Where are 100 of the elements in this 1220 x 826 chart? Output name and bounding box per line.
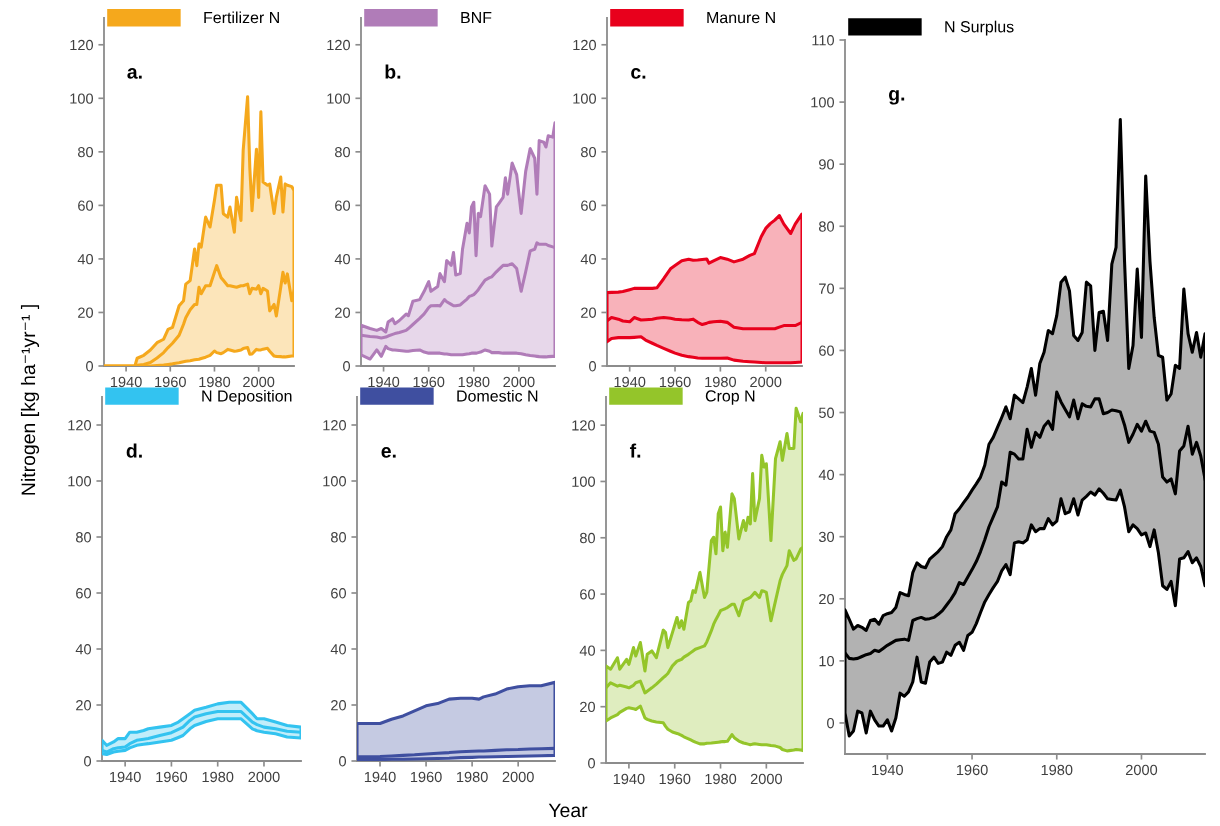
- y-tick-label: 100: [811, 97, 835, 108]
- y-tick-label: 80: [76, 532, 92, 543]
- y-tick-label: 20: [819, 593, 835, 605]
- text: e.: [381, 447, 396, 458]
- x-tick-label: 2000: [243, 376, 275, 388]
- x-tick-label: 1980: [457, 771, 488, 783]
- line-series: [102, 709, 301, 754]
- y-tick-label: 120: [68, 420, 92, 431]
- text: a.: [127, 68, 142, 79]
- y-tick-label: 100: [323, 476, 347, 487]
- y-tick-label: 40: [75, 644, 92, 655]
- y-tick-label: 50: [818, 407, 835, 418]
- y-tick-label: 80: [580, 532, 596, 544]
- text: f.: [629, 443, 641, 458]
- y-tick-label: 100: [70, 93, 94, 104]
- y-tick-label: 20: [331, 700, 347, 711]
- y-tick-label: 80: [335, 146, 351, 158]
- y-tick-label: 120: [70, 39, 94, 51]
- y-tick-label: 100: [572, 476, 596, 487]
- x-tick-label: 1980: [705, 376, 737, 388]
- y-tick-label: 70: [819, 283, 835, 294]
- y-tick-label: 80: [819, 221, 835, 232]
- y-tick-label: 120: [573, 39, 597, 51]
- y-tick-label: 40: [334, 254, 351, 265]
- y-axis-title: Nitrogen [kg ha⁻¹yr⁻¹ ]: [20, 305, 40, 495]
- y-tick-label: 40: [330, 644, 347, 655]
- y-tick-label: 120: [572, 420, 596, 431]
- legend-label: Manure N: [707, 12, 775, 24]
- y-tick-label: 40: [77, 254, 94, 265]
- legend-label: Crop N: [705, 390, 755, 405]
- x-tick-label: 2000: [248, 771, 280, 783]
- y-tick-label: 110: [812, 35, 835, 46]
- y-tick-label: 0: [86, 361, 94, 372]
- legend-label: Domestic N: [457, 389, 538, 402]
- y-tick-label: 0: [827, 718, 835, 729]
- y-tick-label: 60: [581, 200, 597, 211]
- text: b.: [385, 64, 401, 79]
- x-tick-label: 1980: [705, 773, 737, 785]
- legend-label: N Deposition: [202, 389, 292, 405]
- y-tick-label: 60: [331, 588, 347, 599]
- y-tick-label: 0: [343, 361, 351, 372]
- y-tick-label: 60: [580, 589, 596, 600]
- text: d.: [126, 443, 142, 458]
- y-tick-label: 40: [580, 254, 597, 265]
- y-tick-label: 10: [819, 655, 835, 667]
- text: c.: [631, 68, 646, 79]
- text: g.: [889, 90, 905, 105]
- y-tick-label: 20: [76, 700, 92, 711]
- x-tick-label: 1960: [413, 376, 445, 388]
- x-tick-label: 1960: [155, 376, 186, 388]
- line-series: [845, 390, 1205, 661]
- y-tick-label: 100: [327, 93, 351, 104]
- y-tick-label: 80: [78, 146, 94, 158]
- x-tick-label: 1940: [364, 771, 396, 783]
- y-tick-label: 120: [323, 420, 347, 431]
- x-tick-label: 1940: [614, 376, 646, 388]
- legend-label: N Surplus: [945, 20, 1014, 36]
- x-tick-label: 1940: [613, 773, 645, 785]
- y-tick-label: 20: [78, 307, 94, 318]
- x-tick-label: 1960: [659, 376, 691, 388]
- y-tick-label: 100: [68, 476, 92, 487]
- y-tick-label: 80: [331, 532, 347, 543]
- y-tick-label: 80: [581, 146, 597, 158]
- line-series: [361, 241, 555, 340]
- y-tick-label: 60: [819, 345, 835, 356]
- legend-label: Fertilizer N: [204, 11, 279, 24]
- line-series: [607, 316, 802, 331]
- y-tick-label: 120: [327, 39, 351, 51]
- legend-label: BNF: [461, 12, 492, 24]
- x-tick-label: 2000: [502, 771, 534, 783]
- y-tick-label: 20: [581, 307, 597, 318]
- x-tick-label: 1980: [458, 376, 490, 388]
- x-tick-label: 1960: [410, 771, 442, 783]
- y-tick-label: 90: [819, 159, 835, 170]
- x-tick-label: 2000: [750, 376, 782, 388]
- x-tick-label: 1960: [956, 764, 988, 776]
- y-tick-label: 0: [589, 361, 597, 372]
- x-tick-label: 1940: [110, 771, 141, 783]
- x-tick-label: 1960: [156, 771, 188, 783]
- y-tick-label: 20: [580, 701, 596, 713]
- x-tick-label: 1940: [110, 376, 142, 388]
- x-tick-label: 2000: [750, 773, 782, 785]
- x-tick-label: 1940: [368, 376, 400, 388]
- x-tick-label: 2000: [503, 376, 535, 388]
- y-tick-label: 0: [339, 756, 347, 767]
- x-tick-label: 1940: [872, 764, 904, 776]
- y-tick-label: 20: [335, 307, 351, 318]
- y-tick-label: 30: [818, 531, 835, 543]
- x-tick-label: 2000: [1125, 764, 1158, 776]
- line-series: [606, 545, 803, 695]
- x-tick-label: 1980: [199, 376, 231, 388]
- y-tick-label: 40: [579, 645, 596, 656]
- y-tick-label: 100: [573, 93, 597, 104]
- y-tick-label: 60: [78, 200, 94, 211]
- y-tick-label: 0: [84, 756, 92, 767]
- x-tick-label: 1960: [659, 773, 691, 785]
- y-tick-label: 60: [76, 588, 92, 599]
- y-tick-label: 60: [335, 200, 351, 211]
- y-tick-label: 40: [818, 469, 835, 481]
- x-axis-title: Year: [548, 803, 588, 818]
